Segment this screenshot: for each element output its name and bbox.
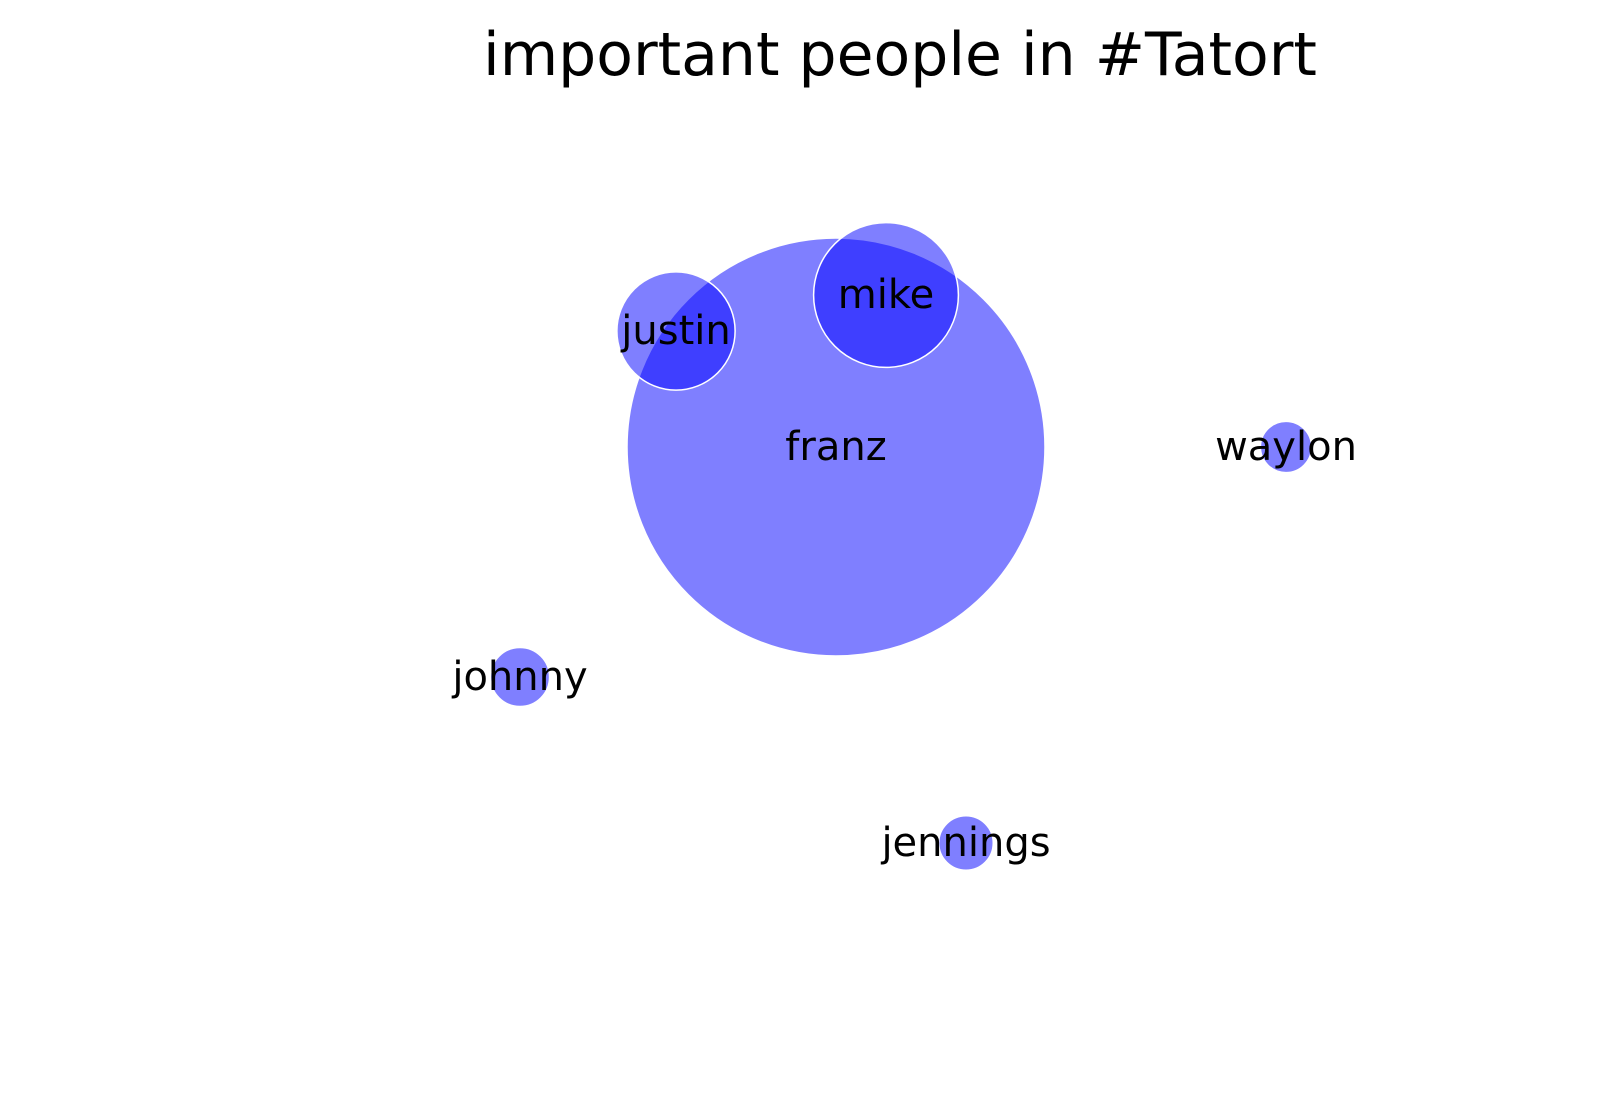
bubble-label-johnny: johnny [451, 654, 587, 700]
bubble-label-justin: justin [620, 308, 730, 354]
chart-title: important people in #Tatort [483, 20, 1317, 90]
bubble-label-waylon: waylon [1215, 424, 1357, 470]
bubble-waylon [1259, 420, 1313, 474]
bubble-label-franz: franz [785, 424, 886, 470]
bubble-label-mike: mike [838, 272, 934, 318]
bubble-layer [489, 221, 1313, 872]
bubble-mike [812, 221, 960, 369]
bubble-label-layer: franz mike justin waylon johnny jennings [451, 272, 1357, 866]
bubble-justin [616, 271, 736, 391]
bubble-jennings [937, 814, 995, 872]
bubble-label-jennings: jennings [880, 820, 1050, 866]
bubble-johnny [489, 646, 551, 708]
